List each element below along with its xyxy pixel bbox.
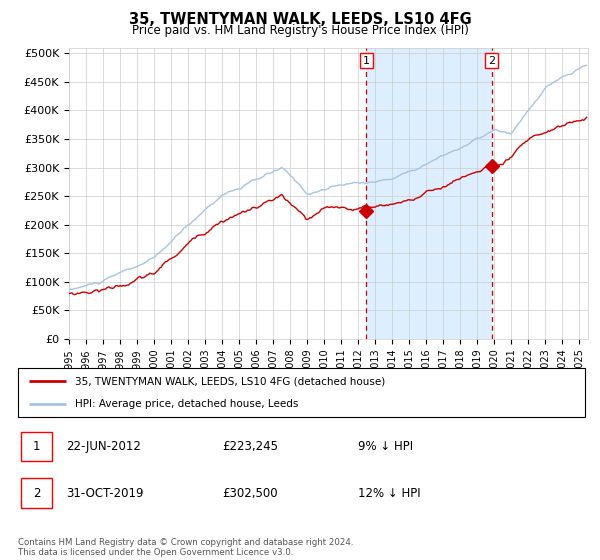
FancyBboxPatch shape [21,432,52,461]
Text: 12% ↓ HPI: 12% ↓ HPI [358,487,421,500]
FancyBboxPatch shape [21,478,52,508]
Text: 1: 1 [363,55,370,66]
Bar [366,48,491,339]
Text: 2: 2 [488,55,495,66]
Text: 9% ↓ HPI: 9% ↓ HPI [358,440,413,453]
Text: HPI: Average price, detached house, Leeds: HPI: Average price, detached house, Leed… [75,399,298,409]
Text: Price paid vs. HM Land Registry's House Price Index (HPI): Price paid vs. HM Land Registry's House … [131,24,469,36]
Text: 22-JUN-2012: 22-JUN-2012 [66,440,141,453]
Text: 2: 2 [32,487,40,500]
Text: 1: 1 [32,440,40,453]
Text: 31-OCT-2019: 31-OCT-2019 [66,487,143,500]
Text: £223,245: £223,245 [222,440,278,453]
Text: Contains HM Land Registry data © Crown copyright and database right 2024.
This d: Contains HM Land Registry data © Crown c… [18,538,353,557]
Text: £302,500: £302,500 [222,487,278,500]
Text: 35, TWENTYMAN WALK, LEEDS, LS10 4FG (detached house): 35, TWENTYMAN WALK, LEEDS, LS10 4FG (det… [75,376,385,386]
FancyBboxPatch shape [18,368,585,417]
Text: 35, TWENTYMAN WALK, LEEDS, LS10 4FG: 35, TWENTYMAN WALK, LEEDS, LS10 4FG [128,12,472,27]
